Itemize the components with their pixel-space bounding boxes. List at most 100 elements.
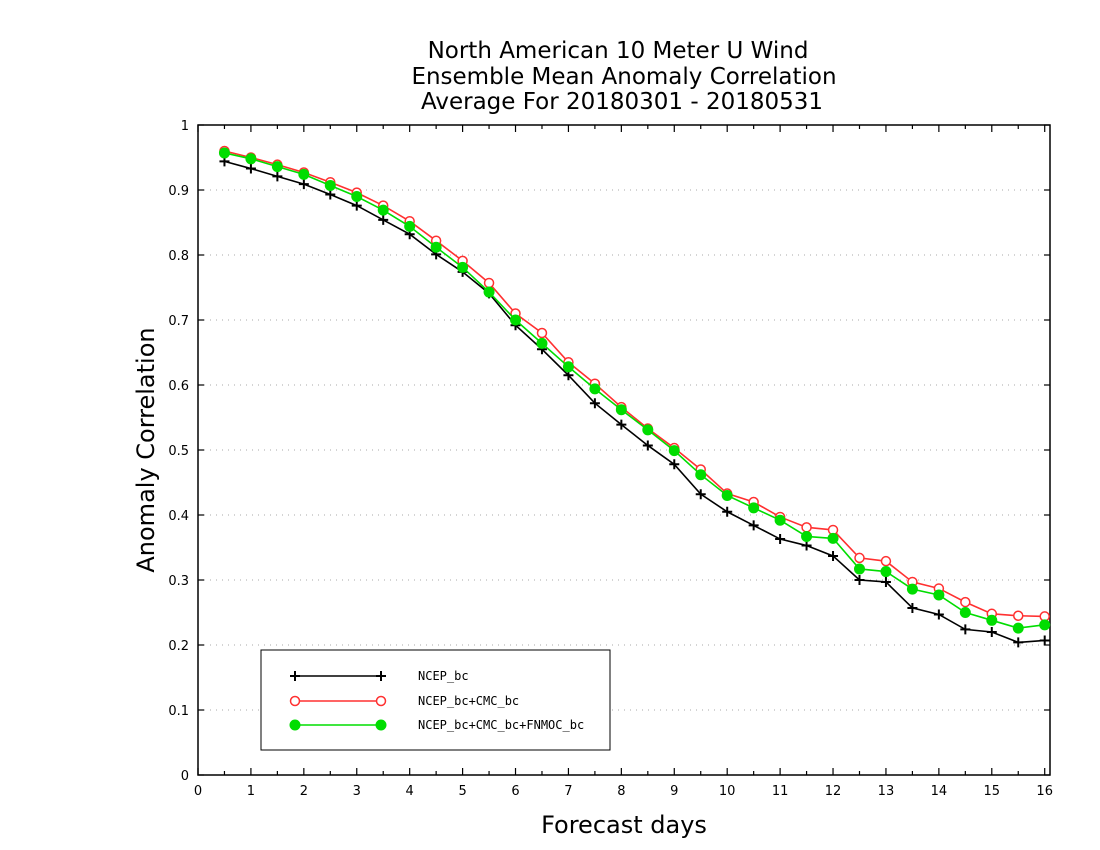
data-point: [404, 220, 416, 232]
y-tick-label: 0.1: [168, 704, 189, 719]
legend: NCEP_bc NCEP_bc+CMC_bc NCEP_bc+CMC_bc+FNMO…: [260, 649, 611, 751]
data-point: [298, 179, 309, 190]
series-group: [218, 145, 1051, 648]
x-tick-label: 6: [511, 784, 519, 799]
data-point: [748, 502, 760, 514]
data-point: [245, 153, 257, 165]
data-point: [748, 520, 759, 531]
data-point: [324, 179, 336, 191]
series-line: [224, 152, 1045, 629]
data-point: [801, 530, 813, 542]
data-point: [827, 532, 839, 544]
data-point: [986, 627, 997, 637]
data-point: [960, 624, 971, 635]
x-tick-label: 4: [406, 784, 414, 799]
data-point: [457, 261, 469, 273]
y-tick-label: 0: [181, 769, 189, 784]
data-point: [722, 506, 733, 517]
data-point: [616, 419, 627, 430]
series-line: [224, 150, 1045, 618]
data-point: [430, 241, 442, 253]
x-tick-label: 0: [194, 784, 202, 799]
data-point: [483, 277, 495, 289]
data-point: [880, 566, 892, 578]
data-point: [774, 514, 786, 526]
x-tick-label: 12: [825, 784, 842, 799]
chart-title-line-3: Average For 20180301 - 20180531: [421, 89, 823, 115]
data-point: [1039, 635, 1050, 646]
y-tick-label: 0.9: [168, 184, 189, 199]
y-tick-label: 0.4: [168, 509, 189, 524]
data-point: [298, 168, 310, 180]
data-point: [536, 327, 548, 339]
y-tick-label: 0.3: [168, 574, 189, 589]
x-tick-label: 14: [931, 784, 948, 799]
data-point: [1012, 622, 1024, 634]
data-point: [960, 596, 971, 608]
data-point: [668, 445, 680, 457]
x-tick-label: 7: [564, 784, 572, 799]
legend-label: NCEP_bc: [418, 669, 469, 683]
y-tick-label: 0.6: [168, 379, 189, 394]
x-tick-label: 15: [984, 784, 1001, 799]
legend-marker: [375, 719, 387, 731]
legend-marker: [289, 695, 301, 707]
data-point: [642, 440, 653, 451]
data-point: [933, 609, 944, 620]
data-point: [483, 286, 495, 298]
data-point: [510, 314, 522, 326]
x-tick-label: 1: [247, 784, 255, 799]
x-tick-label: 5: [458, 784, 466, 799]
data-point: [1039, 619, 1051, 631]
series-NCEP_bc: [219, 156, 1050, 648]
data-point: [854, 575, 865, 585]
data-point: [801, 522, 812, 533]
data-point: [854, 552, 865, 564]
data-point: [589, 383, 601, 395]
data-point: [218, 147, 230, 159]
data-point: [562, 361, 574, 373]
y-axis: 0 0.1 0.2 0.3 0.4 0.5 0.6 0.7 0.8 0.9 1: [168, 119, 1050, 784]
data-point: [351, 191, 363, 202]
data-point: [933, 589, 945, 601]
x-tick-label: 8: [617, 784, 625, 799]
chart-title-line-1: North American 10 Meter U Wind: [428, 38, 809, 64]
y-axis-title: Anomaly Correlation: [132, 327, 160, 572]
data-point: [695, 489, 706, 500]
x-tick-label: 11: [772, 784, 789, 799]
legend-label: NCEP_bc+CMC_bc+FNMOC_bc: [418, 718, 584, 732]
x-axis-title: Forecast days: [541, 811, 707, 839]
x-tick-label: 2: [300, 784, 308, 799]
data-point: [853, 563, 865, 575]
data-point: [669, 459, 680, 470]
data-point: [1012, 610, 1024, 621]
x-axis: 0 1 2 3 4 5 6 7 8 9 10 11 12 13 14 15 16: [194, 125, 1053, 799]
data-point: [906, 583, 918, 595]
data-point: [986, 614, 998, 626]
data-point: [325, 189, 336, 200]
data-point: [589, 398, 600, 409]
y-tick-label: 1: [181, 119, 189, 134]
data-point: [271, 161, 283, 173]
legend-box: [260, 649, 611, 751]
data-point: [828, 550, 839, 561]
legend-entry: NCEP_bc: [290, 669, 469, 683]
chart-title-line-2: Ensemble Mean Anomaly Correlation: [411, 64, 836, 90]
data-point: [775, 534, 786, 545]
legend-entry: NCEP_bc+CMC_bc: [289, 694, 519, 708]
legend-label: NCEP_bc+CMC_bc: [418, 694, 519, 708]
data-point: [536, 337, 548, 349]
series-NCEP_bc+CMC_bc: [219, 145, 1050, 622]
legend-marker: [289, 719, 301, 731]
legend-marker: [376, 671, 386, 681]
data-point: [721, 490, 733, 501]
x-tick-label: 13: [878, 784, 895, 799]
data-point: [695, 469, 707, 481]
y-tick-label: 0.8: [168, 249, 189, 264]
data-point: [642, 424, 654, 436]
data-point: [959, 607, 971, 618]
x-tick-label: 9: [670, 784, 678, 799]
gridlines: [198, 189, 1050, 711]
data-point: [880, 555, 892, 567]
